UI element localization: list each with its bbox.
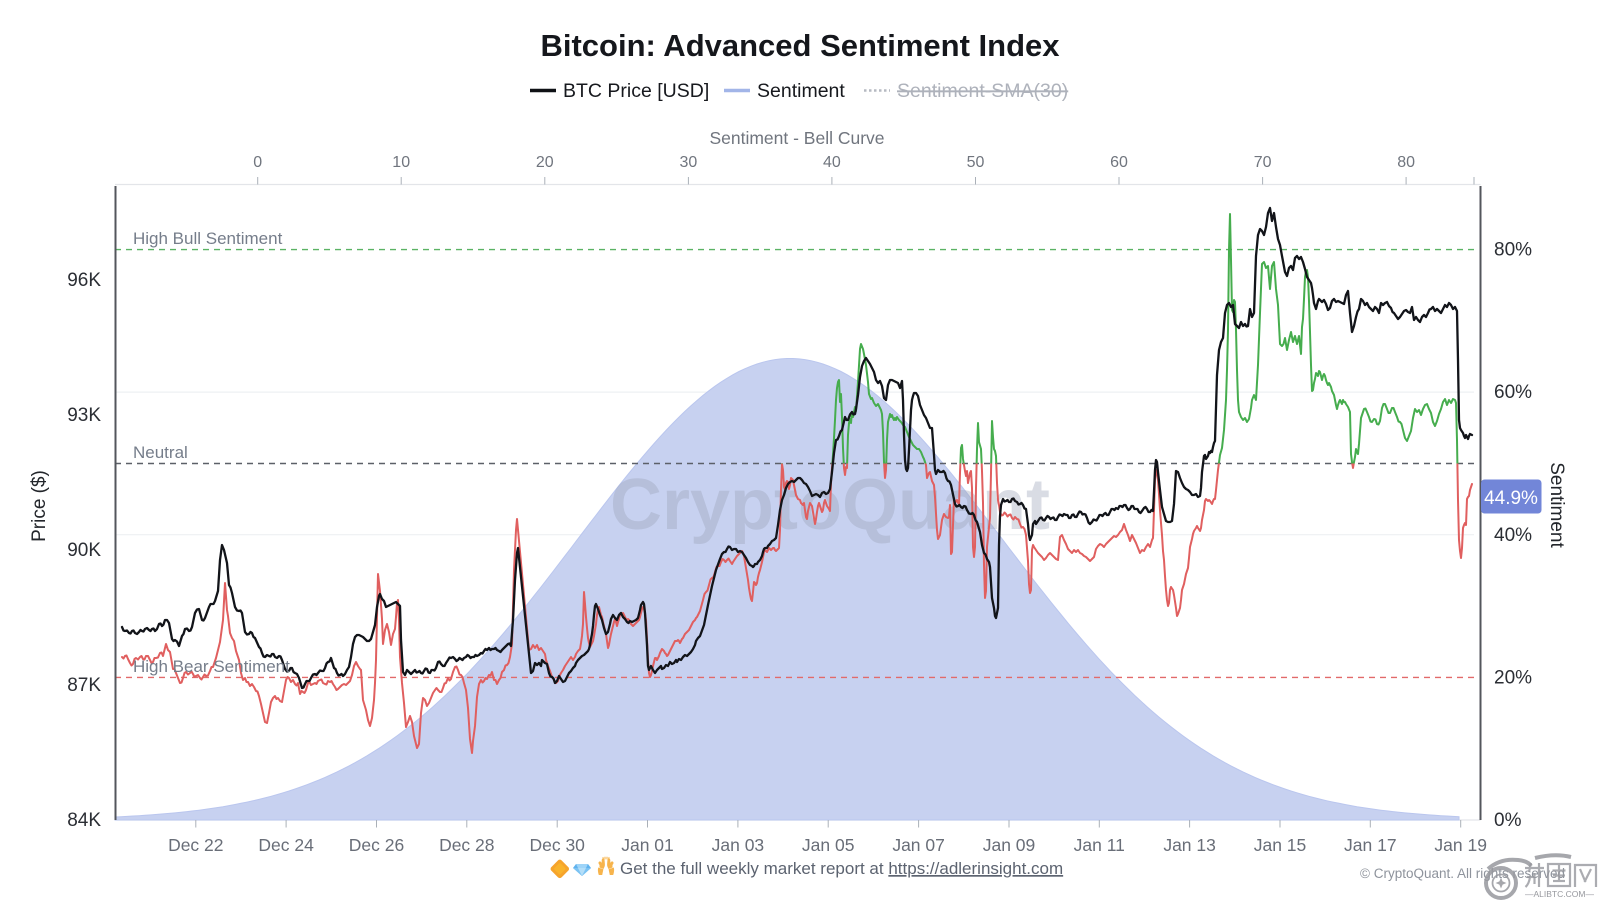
svg-text:40%: 40% bbox=[1494, 525, 1532, 546]
svg-text:Price ($): Price ($) bbox=[29, 470, 50, 542]
svg-text:Sentiment - Bell Curve: Sentiment - Bell Curve bbox=[709, 128, 884, 148]
svg-text:10: 10 bbox=[392, 154, 410, 171]
svg-text:Dec 26: Dec 26 bbox=[349, 835, 404, 855]
svg-text:—ALIBTC.COM—: —ALIBTC.COM— bbox=[1525, 889, 1594, 899]
svg-text:50: 50 bbox=[967, 154, 985, 171]
svg-text:84K: 84K bbox=[67, 810, 101, 831]
svg-text:Jan 17: Jan 17 bbox=[1344, 835, 1397, 855]
svg-text:Jan 19: Jan 19 bbox=[1434, 835, 1487, 855]
svg-text:Jan 09: Jan 09 bbox=[983, 835, 1036, 855]
svg-text:90K: 90K bbox=[67, 540, 101, 561]
svg-text:High Bear Sentiment: High Bear Sentiment bbox=[133, 657, 290, 676]
svg-text:30: 30 bbox=[680, 154, 698, 171]
svg-text:High Bull Sentiment: High Bull Sentiment bbox=[133, 229, 283, 248]
svg-text:87K: 87K bbox=[67, 675, 101, 696]
svg-text:Bitcoin: Advanced Sentiment In: Bitcoin: Advanced Sentiment Index bbox=[540, 28, 1060, 63]
svg-text:80: 80 bbox=[1397, 154, 1415, 171]
svg-text:93K: 93K bbox=[67, 405, 101, 426]
svg-text:60: 60 bbox=[1110, 154, 1128, 171]
svg-text:Jan 01: Jan 01 bbox=[621, 835, 674, 855]
svg-text:44.9%: 44.9% bbox=[1484, 488, 1538, 509]
svg-text:0%: 0% bbox=[1494, 810, 1522, 831]
svg-text:96K: 96K bbox=[67, 270, 101, 291]
svg-text:Dec 30: Dec 30 bbox=[529, 835, 585, 855]
svg-text:Dec 24: Dec 24 bbox=[258, 835, 314, 855]
svg-text:Jan 03: Jan 03 bbox=[712, 835, 765, 855]
svg-text:Dec 28: Dec 28 bbox=[439, 835, 494, 855]
svg-text:Sentiment: Sentiment bbox=[1546, 462, 1567, 548]
svg-text:70: 70 bbox=[1254, 154, 1272, 171]
svg-text:60%: 60% bbox=[1494, 382, 1532, 403]
svg-text:Jan 15: Jan 15 bbox=[1254, 835, 1307, 855]
svg-text:Sentiment: Sentiment bbox=[757, 80, 845, 102]
svg-text:80%: 80% bbox=[1494, 240, 1532, 261]
svg-text:Sentiment-SMA(30): Sentiment-SMA(30) bbox=[897, 80, 1068, 102]
svg-text:20%: 20% bbox=[1494, 667, 1532, 688]
svg-text:40: 40 bbox=[823, 154, 841, 171]
svg-text:Neutral: Neutral bbox=[133, 443, 188, 462]
svg-text:Dec 22: Dec 22 bbox=[168, 835, 223, 855]
svg-text:Jan 05: Jan 05 bbox=[802, 835, 855, 855]
svg-text:Jan 11: Jan 11 bbox=[1074, 835, 1125, 855]
svg-text:0: 0 bbox=[253, 154, 262, 171]
svg-text:Get the full weekly market rep: Get the full weekly market report at htt… bbox=[620, 859, 1063, 878]
svg-text:20: 20 bbox=[536, 154, 554, 171]
svg-text:Jan 13: Jan 13 bbox=[1163, 835, 1216, 855]
svg-text:BTC Price [USD]: BTC Price [USD] bbox=[563, 80, 709, 102]
svg-text:Jan 07: Jan 07 bbox=[892, 835, 945, 855]
